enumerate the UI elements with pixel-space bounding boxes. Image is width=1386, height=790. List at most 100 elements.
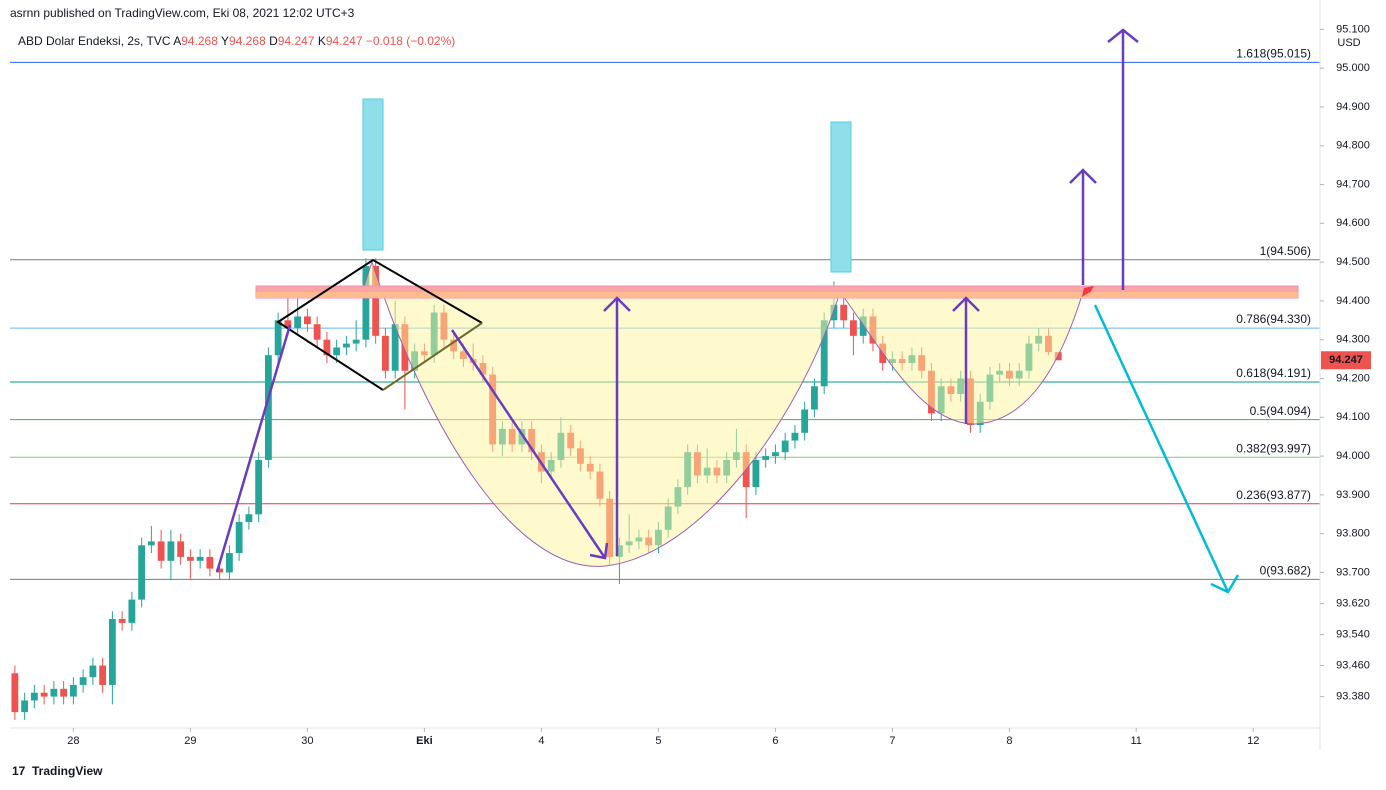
fib-label: 1(94.506) bbox=[1260, 244, 1311, 258]
y-tick-label: 94.600 bbox=[1336, 217, 1370, 229]
x-tick-label: 12 bbox=[1247, 735, 1259, 747]
fib-label: 0.786(94.330) bbox=[1236, 312, 1311, 326]
y-tick-label: 94.900 bbox=[1336, 101, 1370, 113]
candle-body bbox=[801, 409, 809, 433]
candle-body bbox=[206, 556, 214, 569]
candle-body bbox=[128, 599, 136, 623]
candle-body bbox=[50, 688, 58, 697]
y-tick-label: 94.800 bbox=[1336, 140, 1370, 152]
candle-body bbox=[167, 541, 175, 561]
brand-logo: 17 bbox=[12, 764, 26, 778]
breakout-mark bbox=[1082, 278, 1094, 297]
ohlc-value: 94.268 bbox=[229, 34, 266, 48]
candle-body bbox=[762, 456, 770, 460]
y-tick-label: 93.540 bbox=[1336, 628, 1370, 640]
candle-body bbox=[830, 304, 838, 321]
candle-body bbox=[284, 320, 292, 329]
candle-body bbox=[362, 265, 370, 340]
candle-body bbox=[157, 541, 165, 561]
y-tick-label: 94.700 bbox=[1336, 178, 1370, 190]
candle-body bbox=[99, 665, 107, 685]
y-tick-label: 93.380 bbox=[1336, 690, 1370, 702]
legend-line: ABD Dolar Endeksi, 2s, TVC A94.268 Y94.2… bbox=[18, 34, 455, 48]
y-tick-label: 93.620 bbox=[1336, 597, 1370, 609]
fib-label: 0.382(93.997) bbox=[1236, 441, 1311, 455]
arrow-head bbox=[589, 542, 609, 560]
candle-body bbox=[333, 347, 341, 356]
candle-body bbox=[177, 541, 185, 557]
candle-body bbox=[391, 324, 399, 371]
ohlc-value: 94.268 bbox=[181, 34, 218, 48]
x-tick-label: 29 bbox=[184, 735, 196, 747]
candle-body bbox=[850, 320, 857, 336]
fib-label: 0.236(93.877) bbox=[1236, 488, 1311, 502]
symbol-title: ABD Dolar Endeksi, 2s, TVC bbox=[18, 34, 171, 48]
down-arrow bbox=[1093, 304, 1230, 593]
ohlc-label: Y bbox=[221, 34, 229, 48]
y-tick-label: 93.900 bbox=[1336, 489, 1370, 501]
trend-line bbox=[215, 324, 292, 573]
diamond bbox=[276, 258, 483, 391]
candle-body bbox=[303, 316, 311, 325]
published-note: asrnn published on TradingView.com, Eki … bbox=[10, 6, 355, 20]
arrow-head bbox=[1069, 168, 1097, 184]
candle-body bbox=[138, 545, 146, 600]
candle-body bbox=[840, 304, 848, 321]
candle-body bbox=[294, 316, 302, 329]
y-tick-label: 94.500 bbox=[1336, 256, 1370, 268]
x-tick-label: 8 bbox=[1006, 735, 1012, 747]
drawings bbox=[215, 28, 1299, 594]
candle-body bbox=[89, 665, 97, 678]
last-price-label: 94.247 bbox=[1329, 354, 1363, 366]
ohlc-value: 94.247 bbox=[278, 34, 315, 48]
diamond-edge bbox=[382, 322, 483, 391]
candle-body bbox=[264, 355, 272, 460]
candle-body bbox=[30, 692, 38, 701]
cup-shape bbox=[359, 260, 1084, 567]
resistance-zone-inner bbox=[256, 292, 1298, 298]
arrow bbox=[450, 329, 607, 559]
last-price-box bbox=[1321, 351, 1371, 370]
ohlc-value: 94.247 bbox=[326, 34, 363, 48]
x-tick-label: 5 bbox=[655, 735, 661, 747]
candle-body bbox=[255, 459, 263, 515]
ohlc-label: D bbox=[269, 34, 278, 48]
candle-body bbox=[323, 339, 331, 356]
fib-label: 1.618(95.015) bbox=[1236, 47, 1311, 61]
y-tick-label: 93.800 bbox=[1336, 528, 1370, 540]
candle-body bbox=[60, 688, 68, 697]
candle-body bbox=[820, 320, 828, 387]
target-box bbox=[830, 121, 852, 273]
candle-body bbox=[352, 339, 360, 344]
candle-body bbox=[79, 677, 87, 685]
y-tick-label: 94.100 bbox=[1336, 411, 1370, 423]
y-tick-label: 94.200 bbox=[1336, 372, 1370, 384]
x-tick-label: 6 bbox=[772, 735, 778, 747]
candle-body bbox=[235, 522, 243, 554]
y-tick-label: 93.700 bbox=[1336, 566, 1370, 578]
candle-body bbox=[69, 684, 77, 697]
brand: TradingView bbox=[32, 764, 103, 778]
candle-body bbox=[21, 700, 29, 713]
candle-body bbox=[118, 618, 126, 623]
candle-body bbox=[186, 556, 194, 561]
x-tick-label: 28 bbox=[67, 735, 79, 747]
arrow-head bbox=[1210, 574, 1240, 594]
candle-body bbox=[772, 452, 779, 457]
candle-body bbox=[781, 440, 789, 453]
y-tick-label: 94.400 bbox=[1336, 295, 1370, 307]
candle-body bbox=[147, 541, 155, 546]
arrow-head bbox=[952, 296, 980, 312]
candle-body bbox=[313, 324, 321, 340]
arrow-head bbox=[603, 296, 631, 312]
candle-body bbox=[225, 553, 233, 573]
candle-body bbox=[342, 343, 350, 348]
y-tick-label: 93.460 bbox=[1336, 659, 1370, 671]
fib-label: 0.618(94.191) bbox=[1236, 366, 1311, 380]
candle-body bbox=[108, 618, 116, 685]
target-box bbox=[362, 98, 384, 251]
x-tick-label: 4 bbox=[538, 735, 544, 747]
candle-body bbox=[274, 320, 282, 356]
